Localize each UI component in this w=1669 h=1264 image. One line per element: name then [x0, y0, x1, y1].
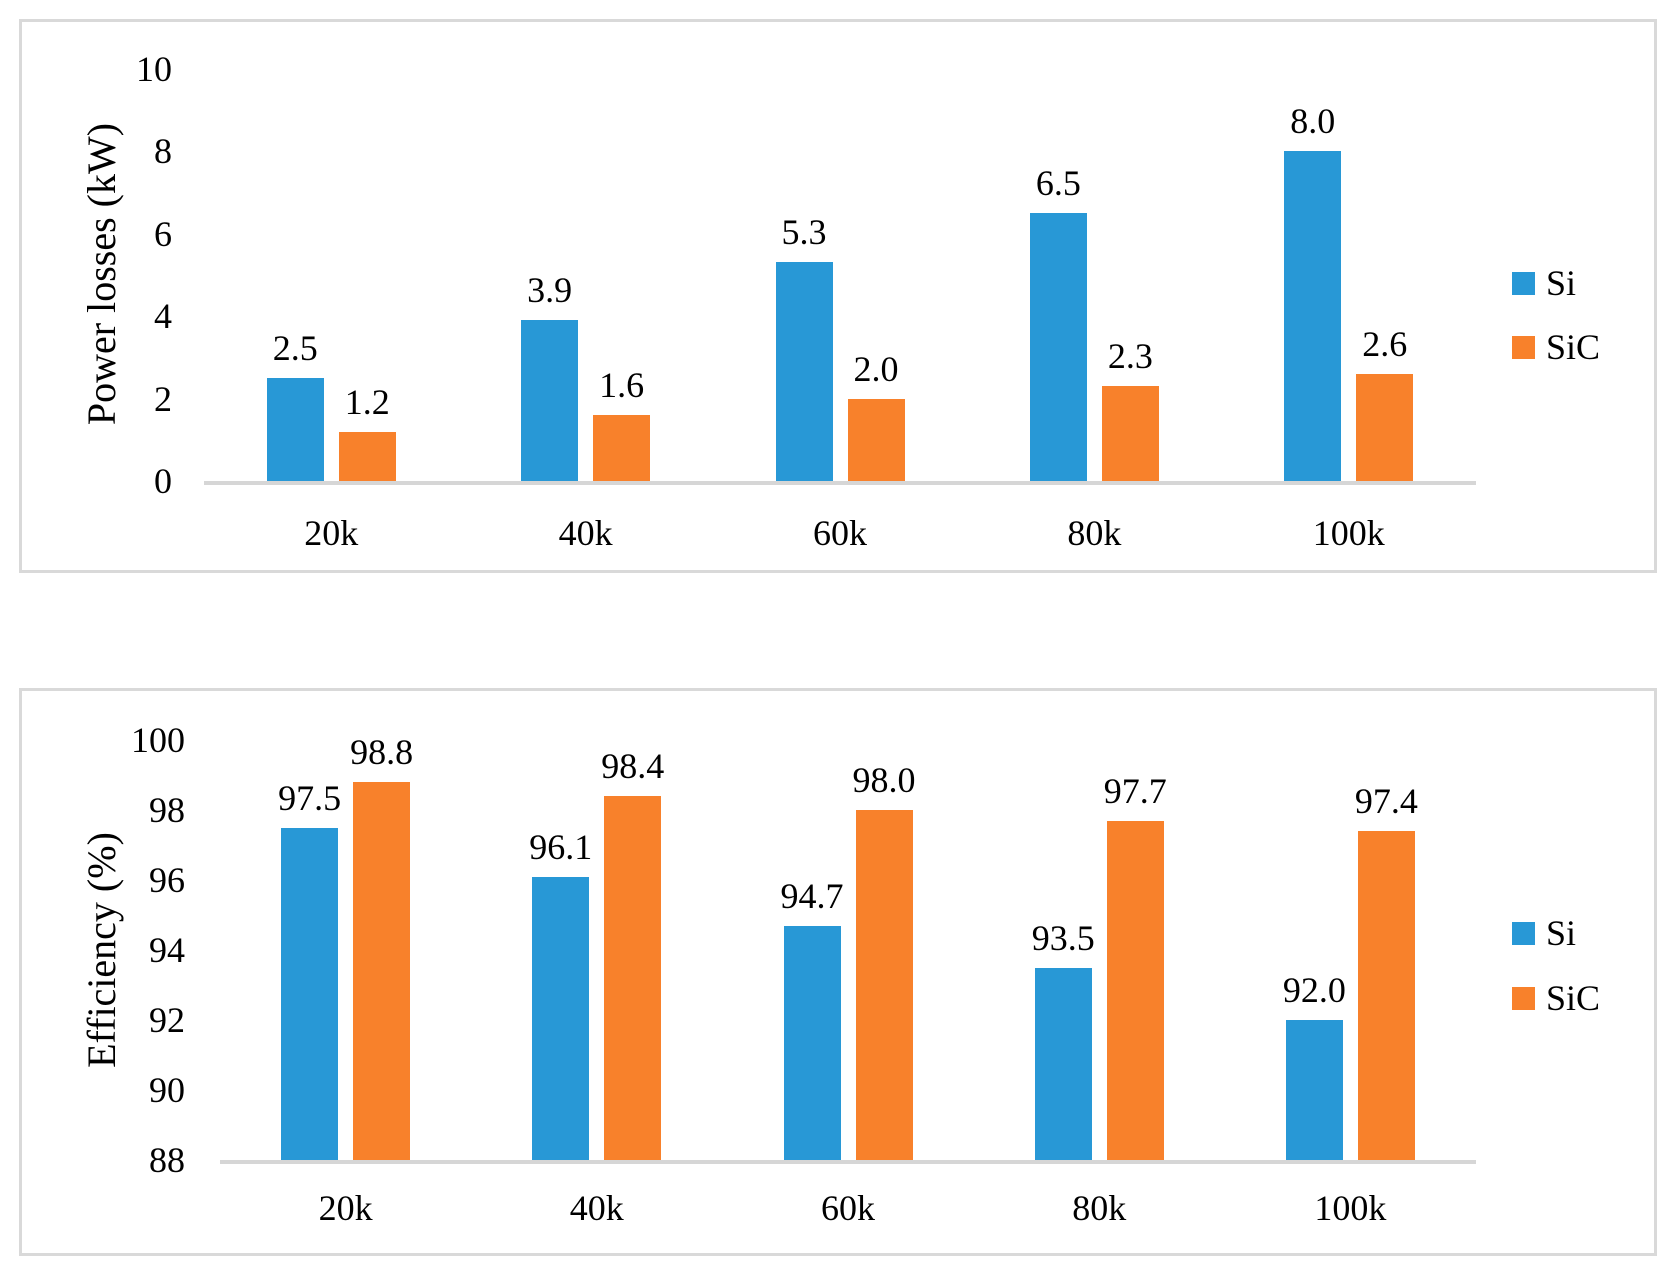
x-tick-label-20k: 20k [304, 513, 359, 553]
value-label-si-20k: 2.5 [272, 327, 318, 368]
value-label-si-40k: 3.9 [527, 270, 573, 311]
value-label-si-40k: 96.1 [529, 826, 593, 867]
bar-sic-60k [855, 810, 913, 1160]
bar-si-20k [281, 827, 339, 1160]
value-label-sic-20k: 1.2 [344, 381, 390, 422]
value-label-si-100k: 8.0 [1290, 101, 1336, 141]
value-label-si-20k: 97.5 [278, 777, 342, 818]
legend-label-si: Si [1546, 913, 1577, 953]
y-tick-label: 92 [149, 1000, 185, 1040]
value-label-sic-100k: 2.6 [1362, 323, 1408, 364]
bar-sic-60k [847, 398, 905, 481]
value-label-sic-20k: 98.8 [350, 732, 414, 772]
value-label-si-80k: 93.5 [1031, 917, 1095, 958]
legend-label-si: Si [1546, 263, 1577, 303]
x-tick-label-40k: 40k [569, 1188, 624, 1228]
bar-si-80k [1029, 212, 1087, 481]
bar-sic-80k [1101, 386, 1159, 481]
y-tick-label: 94 [149, 930, 185, 970]
value-label-sic-40k: 1.6 [599, 365, 645, 405]
bar-si-20k [266, 377, 324, 481]
x-tick-label-60k: 60k [821, 1188, 875, 1228]
legend-item-si: Si [1512, 911, 1576, 955]
bar-sic-80k [1106, 820, 1164, 1160]
y-tick-label: 88 [149, 1140, 185, 1180]
bar-si-100k [1284, 151, 1342, 481]
y-tick-label: 6 [154, 213, 172, 254]
power-losses-chart-panel: Power losses (kW) Si SiC 0 2 4 6 8 10 2.5 1.2 20… [19, 19, 1657, 573]
value-label-sic-80k: 97.7 [1103, 770, 1167, 811]
bar-si-80k [1034, 967, 1092, 1160]
bar-si-40k [532, 876, 590, 1160]
y-tick-label: 10 [136, 48, 172, 89]
value-label-sic-60k: 98.0 [852, 760, 916, 800]
legend-item-sic: SiC [1512, 976, 1600, 1020]
x-tick-label-20k: 20k [318, 1188, 373, 1228]
value-label-sic-60k: 2.0 [853, 348, 899, 389]
bar-si-60k [775, 262, 833, 481]
value-label-si-100k: 92.0 [1282, 970, 1346, 1010]
efficiency-chart-panel: Efficiency (%) Si SiC 88 90 92 94 96 98 100 97.… [19, 688, 1657, 1256]
y-tick-label: 98 [149, 790, 185, 830]
legend-item-sic: SiC [1512, 325, 1600, 369]
x-tick-label-80k: 80k [1072, 1188, 1127, 1228]
x-tick-label-100k: 100k [1314, 1188, 1387, 1228]
value-label-si-60k: 5.3 [781, 212, 827, 253]
bar-sic-40k [593, 415, 651, 481]
sic-swatch-icon [1512, 335, 1535, 359]
bar-si-40k [521, 320, 579, 481]
y-tick-label: 96 [149, 860, 185, 900]
x-tick-label-80k: 80k [1067, 513, 1122, 553]
y-tick-label: 2 [154, 378, 172, 419]
bar-sic-100k [1356, 373, 1414, 481]
bar-sic-40k [604, 796, 662, 1160]
legend-label-sic: SiC [1546, 978, 1601, 1018]
sic-swatch-icon [1512, 986, 1535, 1010]
x-tick-label-100k: 100k [1312, 513, 1385, 553]
bar-sic-20k [338, 431, 396, 481]
si-swatch-icon [1512, 921, 1535, 945]
legend-item-si: Si [1512, 261, 1576, 305]
y-tick-label: 8 [154, 131, 172, 171]
value-label-si-60k: 94.7 [780, 875, 844, 916]
value-label-sic-40k: 98.4 [601, 746, 665, 786]
bar-sic-100k [1357, 831, 1415, 1160]
si-swatch-icon [1512, 271, 1535, 295]
x-tick-label-60k: 60k [813, 513, 867, 553]
y-tick-label: 90 [149, 1070, 185, 1110]
value-label-sic-80k: 2.3 [1107, 336, 1153, 377]
x-axis-line [204, 481, 1476, 485]
legend-label-sic: SiC [1546, 327, 1601, 367]
x-axis-line [220, 1160, 1476, 1164]
bar-si-100k [1285, 1020, 1343, 1160]
x-tick-label-40k: 40k [558, 513, 613, 553]
y-tick-label: 0 [154, 461, 172, 501]
bar-si-60k [783, 925, 841, 1160]
bar-sic-20k [353, 782, 411, 1160]
value-label-si-80k: 6.5 [1035, 162, 1081, 203]
value-label-sic-100k: 97.4 [1354, 781, 1418, 821]
y-tick-label: 100 [131, 720, 185, 760]
y-tick-label: 4 [154, 296, 172, 336]
